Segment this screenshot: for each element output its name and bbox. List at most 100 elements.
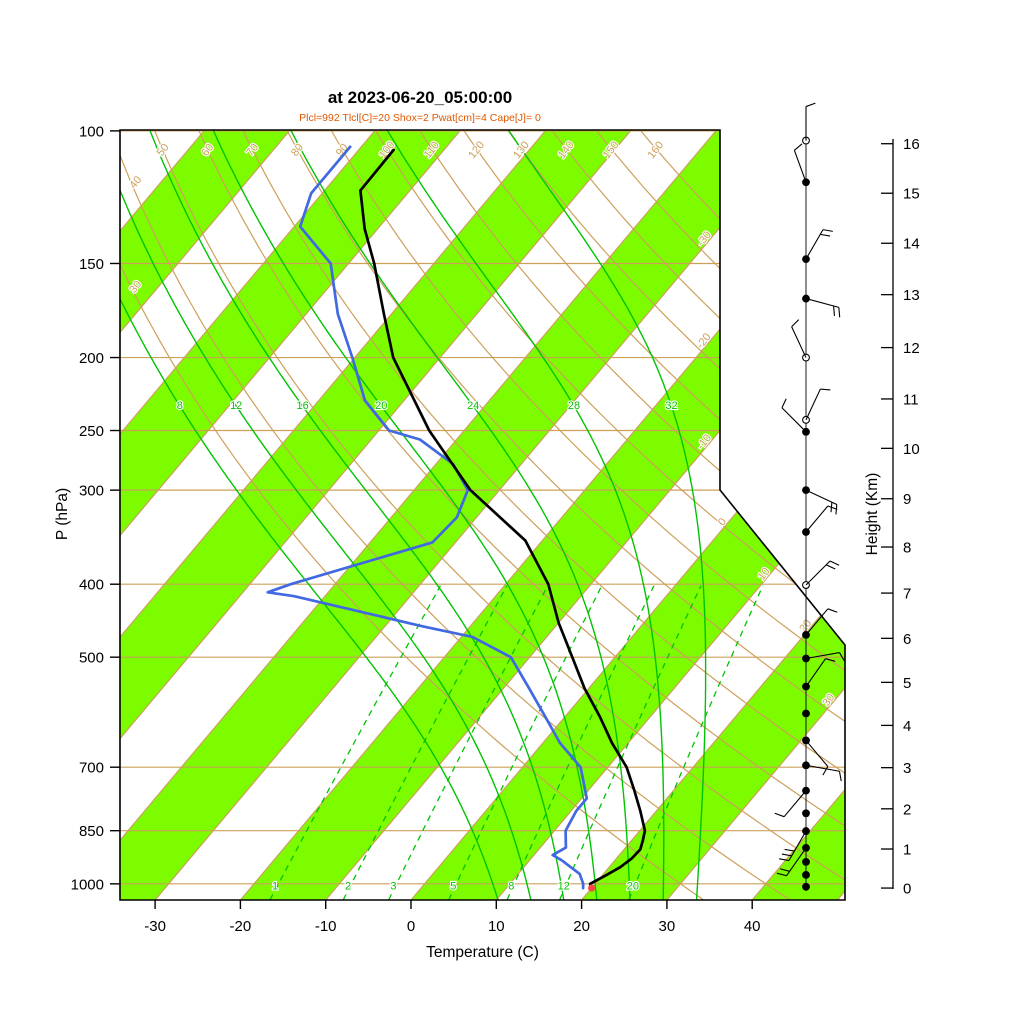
wind-level-marker	[802, 709, 810, 718]
temperature-axis: -30 -20 -10 0 10 20 30 40	[144, 900, 761, 935]
wind-level-marker	[802, 178, 810, 187]
wind-barb-shaft	[786, 847, 807, 877]
height-tick-label: 3	[903, 760, 911, 777]
wind-barb-tick	[822, 766, 829, 776]
mixing-ratio-line	[269, 585, 441, 900]
wind-barb-tick	[838, 771, 842, 782]
wind-barb-shaft	[783, 790, 807, 818]
height-tick-label: 4	[903, 718, 911, 735]
chart-title: at 2023-06-20_05:00:00	[327, 88, 513, 107]
curve-label: 1	[272, 880, 278, 892]
height-tick-label: 10	[903, 441, 920, 458]
wind-barb-shaft	[805, 658, 826, 687]
height-tick-label: 0	[903, 881, 911, 898]
wind-level-marker	[802, 882, 810, 891]
wind-barb-shaft	[805, 298, 839, 308]
mixing-ratio-line	[448, 585, 603, 900]
wind-barb-shaft	[805, 229, 824, 260]
dry-adiabat	[552, 130, 845, 900]
temperature-tick-label: -10	[315, 918, 337, 935]
dry-adiabat	[120, 131, 791, 900]
wind-barb-tick	[829, 560, 840, 566]
temperature-tick-label: 30	[659, 918, 676, 935]
surface-parcel-marker	[588, 884, 596, 892]
height-tick-label: 8	[903, 540, 911, 557]
green-temperature-bands	[120, 130, 845, 900]
mixing-ratio-line	[559, 585, 702, 900]
height-tick-label: 1	[903, 842, 911, 859]
mixing-ratio-line	[388, 585, 549, 900]
wind-level-marker	[802, 870, 810, 879]
dry-adiabat	[508, 130, 845, 900]
curve-label: 12	[230, 400, 242, 412]
wind-barb-tick	[827, 505, 838, 510]
curve-label: 80	[289, 142, 306, 159]
isotherm-line	[120, 130, 239, 900]
pressure-tick-label: 150	[79, 256, 104, 273]
wind-barb-shaft	[805, 652, 840, 660]
curve-label: 32	[665, 400, 677, 412]
pressure-tick-label: 850	[79, 823, 104, 840]
isotherm-line	[120, 130, 410, 900]
pressure-tick-label: 1000	[71, 876, 104, 893]
wind-barb-tick	[779, 868, 790, 872]
dry-adiabat	[596, 130, 845, 900]
wind-barb-tick	[794, 143, 803, 151]
wind-barb-tick	[822, 229, 833, 232]
wind-barb-tick	[839, 652, 845, 662]
height-tick-label: 2	[903, 801, 911, 818]
plot-frame	[119, 129, 846, 901]
pressure-tick-label: 200	[79, 350, 104, 367]
moist-adiabat	[120, 130, 499, 900]
temperature-line	[359, 148, 647, 890]
surface-marker	[588, 884, 596, 892]
wind-barb-tick	[827, 608, 838, 613]
temperature-tick-label: 40	[744, 918, 761, 935]
wind-barb-tick	[820, 233, 831, 237]
wind-barb-tick	[781, 853, 792, 857]
wind-barb-shaft	[788, 830, 807, 861]
wind-barb-shaft	[793, 150, 807, 183]
green-band	[120, 130, 836, 900]
wind-barb-shaft	[781, 407, 807, 433]
curve-label: 20	[627, 880, 639, 892]
temperature-tick-label: 0	[407, 918, 415, 935]
pressure-tick-label: 400	[79, 577, 104, 594]
height-tick-label: 16	[903, 136, 920, 153]
isotherm-line	[120, 130, 751, 900]
dry-adiabat	[154, 131, 845, 900]
mixing-ratio-line	[342, 585, 508, 900]
wind-barb-shaft	[805, 764, 840, 772]
moist-adiabat	[120, 130, 532, 900]
wind-barb-shaft	[805, 505, 829, 533]
temperature-tick-label: 20	[573, 918, 590, 935]
wind-barb-shaft	[791, 326, 807, 358]
dry-adiabat	[331, 131, 845, 900]
pressure-tick-label: 700	[79, 760, 104, 777]
height-tick-label: 14	[903, 236, 920, 253]
curve-label: 12	[558, 880, 570, 892]
temperature-curve	[359, 148, 647, 890]
pressure-tick-label: 250	[79, 423, 104, 440]
wind-barb-tick	[825, 658, 836, 662]
chart-subtitle: Plcl=992 Tlcl[C]=20 Shox=2 Pwat[cm]=4 Ca…	[299, 112, 541, 124]
curve-label: 5	[450, 880, 456, 892]
wind-barb-shaft	[805, 560, 831, 586]
moist-adiabat-lines	[120, 130, 707, 900]
wind-barb-tick	[774, 812, 785, 818]
curve-label: 8	[177, 400, 183, 412]
wind-level-marker	[802, 857, 810, 866]
isotherm-line	[581, 130, 845, 900]
moist-adiabat	[503, 130, 707, 900]
temperature-tick-label: 10	[488, 918, 505, 935]
wind-barb-tick	[779, 858, 790, 862]
dry-adiabat	[242, 131, 845, 900]
height-tick-label: 13	[903, 287, 920, 304]
temperature-axis-title: Temperature (C)	[426, 944, 539, 961]
height-tick-label: 9	[903, 491, 911, 508]
isotherm-line	[666, 130, 845, 900]
moist-adiabat	[383, 130, 665, 900]
wind-barb-tick	[838, 307, 841, 318]
